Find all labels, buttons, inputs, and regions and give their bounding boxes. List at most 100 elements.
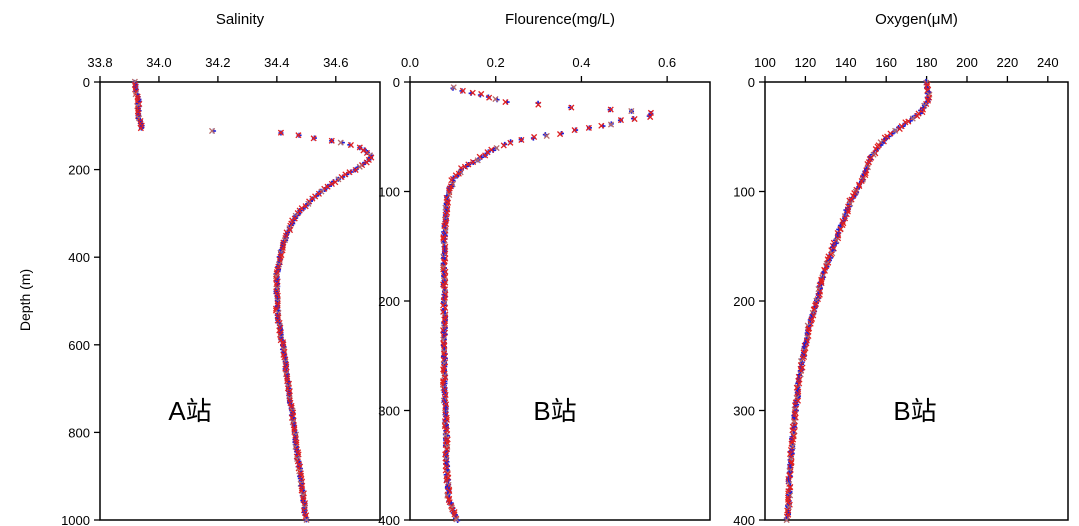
data-point-x [342, 171, 349, 178]
x-tick-label: 34.6 [323, 55, 348, 70]
chart-title: Flourence(mg/L) [505, 11, 615, 28]
salinity-panel: Salinity 33.8 34.0 34.2 34.4 34.6 0 200 400 600 80… [61, 11, 381, 526]
station-label: B站 [533, 396, 576, 426]
data-point-x [877, 139, 884, 146]
x-tick-label: 180 [916, 55, 938, 70]
data-point-x [607, 106, 614, 113]
data-point-x [598, 122, 605, 129]
data-point-x [892, 127, 899, 134]
data-point-x [459, 87, 466, 94]
x-tick-label: 200 [956, 55, 978, 70]
data-point-x [647, 113, 654, 121]
y-tick-label: 200 [68, 163, 90, 178]
data-point-x [818, 278, 825, 285]
data-point-x [448, 177, 455, 184]
x-tick-label: 220 [997, 55, 1019, 70]
data-point-x [450, 84, 457, 91]
data-point-x [442, 374, 449, 381]
plot-frame [764, 81, 1069, 521]
x-tick-label: 0.0 [401, 55, 419, 70]
data-point-x [284, 385, 292, 392]
y-tick-label: 400 [378, 513, 400, 526]
data-point-x [469, 89, 476, 96]
data-point-x [291, 426, 298, 433]
data-point-x [617, 117, 625, 124]
data-point-x [347, 141, 354, 149]
data-point-x [274, 300, 281, 307]
data-point-x [828, 251, 835, 258]
data-point-x [286, 395, 293, 402]
data-point-x [469, 158, 477, 166]
data-point-x [453, 516, 460, 523]
x-tick-label: 160 [875, 55, 897, 70]
data-point-x [628, 108, 635, 115]
x-tick-label: 140 [835, 55, 857, 70]
data-point-x [543, 132, 550, 139]
data-point-x [486, 94, 493, 101]
data-point-x [352, 166, 359, 174]
data-point-x [337, 139, 344, 146]
data-point-x [137, 125, 144, 132]
y-tick-label: 1000 [61, 513, 90, 526]
x-tick-label: 0.6 [658, 55, 676, 70]
x-tick-label: 34.4 [264, 55, 289, 70]
data-point-x [440, 264, 447, 271]
x-tick-label: 0.2 [487, 55, 505, 70]
y-tick-label: 300 [378, 404, 400, 419]
data-point-x [607, 121, 615, 128]
x-tick-label: 34.0 [146, 55, 171, 70]
data-point-x [585, 124, 592, 131]
fluorescence-panel: Flourence(mg/L) 0.0 0.2 0.4 0.6 0 100 200 300 400… [378, 11, 711, 526]
data-point-x [556, 131, 564, 138]
data-point-x [295, 132, 302, 139]
data-point-x [328, 137, 335, 144]
data-point-x [310, 135, 317, 142]
plot-frame [99, 81, 381, 521]
data-point-x [783, 516, 790, 524]
data-point-x [896, 125, 903, 132]
chart-title: Oxygen(μM) [875, 11, 958, 28]
y-tick-label: 600 [68, 338, 90, 353]
data-point-x [507, 139, 514, 146]
y-tick-label: 400 [68, 250, 90, 265]
data-point-x [853, 186, 860, 193]
y-tick-label: 100 [378, 185, 400, 200]
data-point-x [914, 112, 921, 120]
data-point-x [474, 157, 481, 164]
chart-title: Salinity [216, 11, 265, 28]
data-point-x [502, 98, 509, 106]
data-point-x [303, 516, 310, 523]
data-point-x [535, 101, 542, 108]
y-tick-label: 100 [733, 185, 755, 200]
data-point-x [442, 432, 449, 439]
y-tick-label: 200 [378, 294, 400, 309]
data-point-x [531, 133, 538, 141]
y-tick-label: 0 [83, 75, 90, 90]
x-tick-label: 0.4 [572, 55, 590, 70]
data-point-x [277, 129, 284, 136]
x-tick-label: 100 [754, 55, 776, 70]
y-tick-label: 800 [68, 425, 90, 440]
y-axis-label: Depth (m) [17, 269, 33, 331]
x-tick-label: 34.2 [205, 55, 230, 70]
y-tick-label: 0 [393, 75, 400, 90]
data-point-x [518, 136, 525, 144]
x-tick-label: 120 [795, 55, 817, 70]
station-label: B站 [893, 396, 936, 426]
data-point-x [789, 443, 796, 450]
y-tick-label: 300 [733, 404, 755, 419]
data-point-x [492, 95, 499, 103]
station-label: A站 [168, 396, 211, 426]
data-point-x [571, 127, 578, 134]
data-point-x [500, 142, 507, 149]
y-tick-label: 0 [748, 75, 755, 90]
y-tick-label: 200 [733, 294, 755, 309]
x-tick-label: 240 [1037, 55, 1059, 70]
data-point-x [924, 87, 931, 94]
data-point-x [785, 504, 792, 511]
data-point-x [786, 484, 793, 491]
data-point-x [324, 183, 331, 190]
x-tick-label: 33.8 [87, 55, 112, 70]
data-point-x [209, 127, 216, 135]
